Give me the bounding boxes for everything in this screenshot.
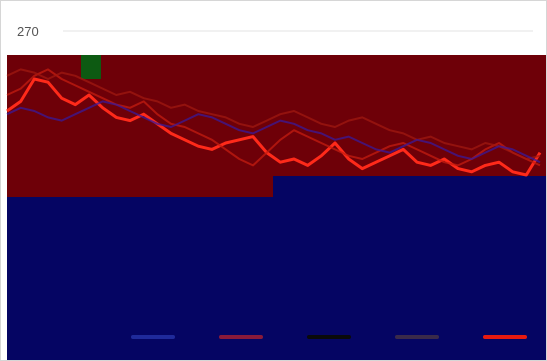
series-line-3 xyxy=(6,68,541,160)
series-line-2 xyxy=(6,68,541,167)
overlay-block-green xyxy=(81,55,101,79)
legend-swatch-5[interactable] xyxy=(483,335,527,339)
overlay-block-navy-step xyxy=(273,176,546,206)
series-layer xyxy=(6,68,542,177)
legend-swatch-2[interactable] xyxy=(219,335,263,339)
legend xyxy=(131,335,527,339)
y-tick-label: 270 xyxy=(17,24,39,39)
legend-swatch-4[interactable] xyxy=(395,335,439,339)
series-line-4 xyxy=(6,100,541,164)
overlay-block-navy xyxy=(7,197,546,360)
legend-swatch-3[interactable] xyxy=(307,335,351,339)
legend-swatch-1[interactable] xyxy=(131,335,175,339)
